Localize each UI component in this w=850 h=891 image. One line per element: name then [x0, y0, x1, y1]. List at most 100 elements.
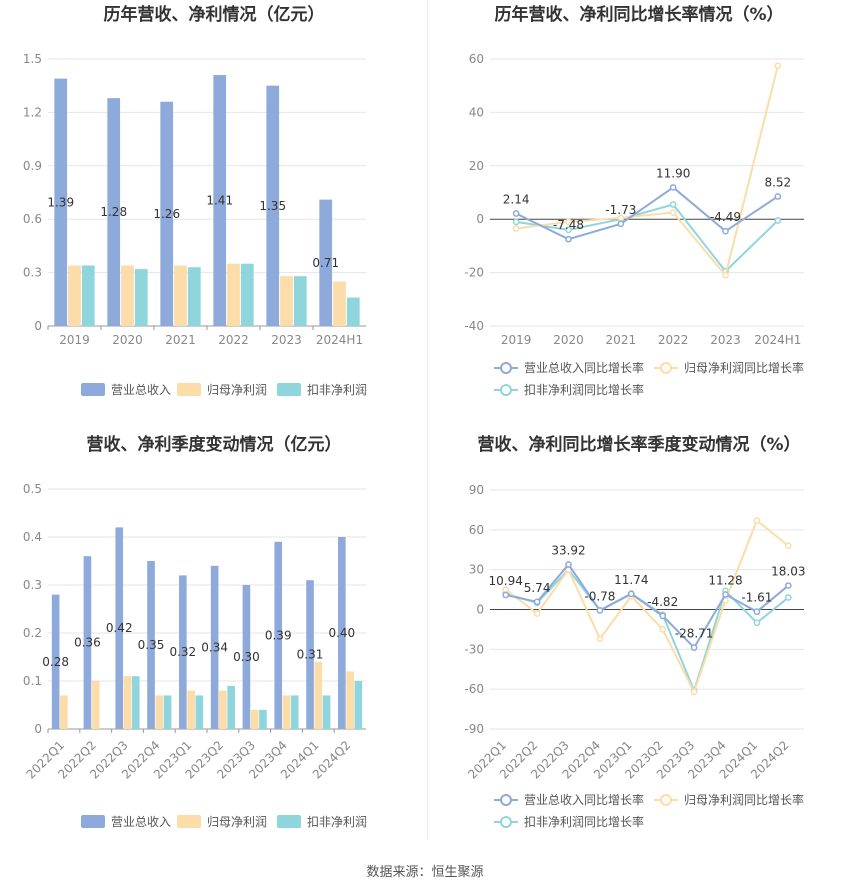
y-tick-label: -90: [464, 722, 484, 736]
x-tick-label: 2023: [271, 333, 302, 347]
series-point-2: [784, 594, 792, 601]
bar-2024H1-s2: [346, 297, 360, 326]
bar-data-label: 1.28: [100, 205, 127, 219]
y-tick-label: 0.3: [23, 266, 42, 280]
bar-data-label: 0.32: [169, 645, 196, 659]
legend-label: 扣非净利润: [307, 383, 367, 397]
series-point-1: [784, 542, 792, 550]
bar-data-label: 0.34: [201, 640, 228, 654]
y-tick-label: 0: [476, 603, 484, 617]
legend-swatch: [177, 815, 201, 828]
bar-data-label: 0.35: [138, 638, 165, 652]
bar-2023-s2: [293, 276, 307, 326]
x-tick-label: 2023: [710, 333, 741, 347]
line-data-label: 11.74: [614, 573, 648, 587]
series-line-2: [516, 203, 779, 273]
legend-label: 营业总收入: [111, 815, 171, 829]
series-point-0: [784, 582, 792, 589]
y-tick-label: -60: [464, 682, 484, 696]
series-point-0: [502, 591, 510, 599]
bar-2024H1-s0: [319, 199, 333, 326]
x-tick-label: 2022: [658, 333, 689, 347]
series-point-2: [565, 226, 572, 234]
bar-2022-s1: [227, 263, 240, 326]
x-tick-label: 2024H1: [316, 333, 363, 347]
legend-swatch: [277, 383, 301, 396]
bar-2022Q4-s2: [163, 695, 172, 729]
data-source-note: 数据来源：恒生聚源: [366, 865, 484, 880]
x-tick-label: 2021: [165, 333, 196, 347]
y-tick-label: 60: [469, 52, 484, 66]
series-point-0: [596, 607, 604, 614]
bar-2021-s0: [160, 101, 174, 326]
y-tick-label: 0.4: [23, 530, 42, 544]
bar-2023-s1: [280, 276, 293, 326]
series-point-1: [512, 225, 520, 232]
bar-data-label: 0.30: [233, 650, 260, 664]
y-tick-label: 20: [469, 159, 484, 173]
series-point-1: [659, 626, 667, 633]
series-point-0: [753, 608, 761, 615]
series-point-1: [690, 688, 698, 696]
series-point-0: [669, 184, 677, 191]
bar-2019-s2: [81, 265, 95, 326]
legend-label: 归母净利润同比增长率: [684, 792, 804, 807]
bar-2023-s0: [266, 85, 280, 326]
bar-2023Q3-s0: [242, 585, 251, 729]
y-tick-label: 1.5: [23, 52, 42, 66]
bar-2022Q4-s1: [155, 695, 164, 729]
series-point-0: [659, 612, 667, 620]
y-tick-label: 0.6: [23, 212, 42, 226]
line-data-label: 8.52: [764, 175, 791, 189]
bar-2023Q2-s0: [210, 565, 219, 729]
legend-marker: [500, 384, 512, 396]
bar-2019-s1: [68, 265, 81, 326]
y-tick-label: 0: [476, 212, 484, 226]
y-tick-label: 30: [469, 563, 484, 577]
series-point-0: [690, 644, 698, 651]
bar-2022Q2-s1: [91, 681, 100, 729]
bar-data-label: 0.42: [106, 621, 133, 635]
bar-2022-s2: [240, 263, 254, 326]
legend-marker: [660, 794, 672, 806]
line-data-label: -1.73: [605, 203, 636, 217]
bar-data-label: 1.26: [153, 207, 180, 221]
bar-2022Q3-s1: [123, 676, 132, 729]
series-point-2: [512, 218, 520, 226]
x-tick-label: 2022: [218, 333, 249, 347]
y-tick-label: -30: [464, 642, 484, 656]
series-point-0: [774, 193, 782, 200]
y-tick-label: 0.3: [23, 578, 42, 592]
line-data-label: 10.94: [489, 574, 523, 588]
bar-2023Q4-s2: [290, 695, 299, 729]
line-data-label: -4.82: [647, 595, 678, 609]
bar-2021-s1: [174, 265, 187, 326]
bar-2022Q4-s0: [147, 561, 155, 729]
bar-data-label: 1.35: [259, 199, 286, 213]
chart-title: 历年营收、净利情况（亿元）: [104, 4, 325, 25]
series-point-2: [774, 217, 782, 224]
series-point-0: [512, 210, 520, 217]
series-point-1: [753, 517, 761, 524]
legend: 营业总收入 归母净利润 扣非净利润: [81, 815, 367, 829]
bar-2023Q1-s1: [187, 690, 195, 729]
bar-2022Q1-s0: [51, 594, 60, 729]
chart-svg: 历年营收、净利同比增长率情况（%） -40 -20 0 20 40 60 2019 2020 20…: [464, 4, 804, 397]
bar-2020-s1: [121, 265, 134, 326]
chart-svg: 营收、净利同比增长率季度变动情况（%）-90-60-3003060902022Q…: [464, 434, 805, 829]
bar-data-label: 0.40: [328, 626, 355, 640]
legend-label: 归母净利润: [207, 383, 267, 397]
series-point-1: [722, 271, 729, 279]
bar-2024Q1-s1: [314, 661, 323, 729]
bar-2022Q1-s1: [60, 695, 68, 729]
line-data-label: 5.74: [524, 581, 551, 595]
legend-marker: [500, 794, 512, 806]
series-point-0: [565, 561, 572, 568]
bar-2024Q1-s0: [306, 580, 314, 729]
legend-marker: [500, 362, 512, 374]
annual-revenue-profit-chart: 历年营收、净利情况（亿元） 0 0.3 0.6 0.9 1.2 1.5 2019 2020 202…: [0, 0, 428, 430]
bar-data-label: 1.39: [47, 195, 74, 209]
bar-2023Q4-s0: [274, 541, 283, 729]
legend-label: 扣非净利润同比增长率: [524, 382, 644, 397]
